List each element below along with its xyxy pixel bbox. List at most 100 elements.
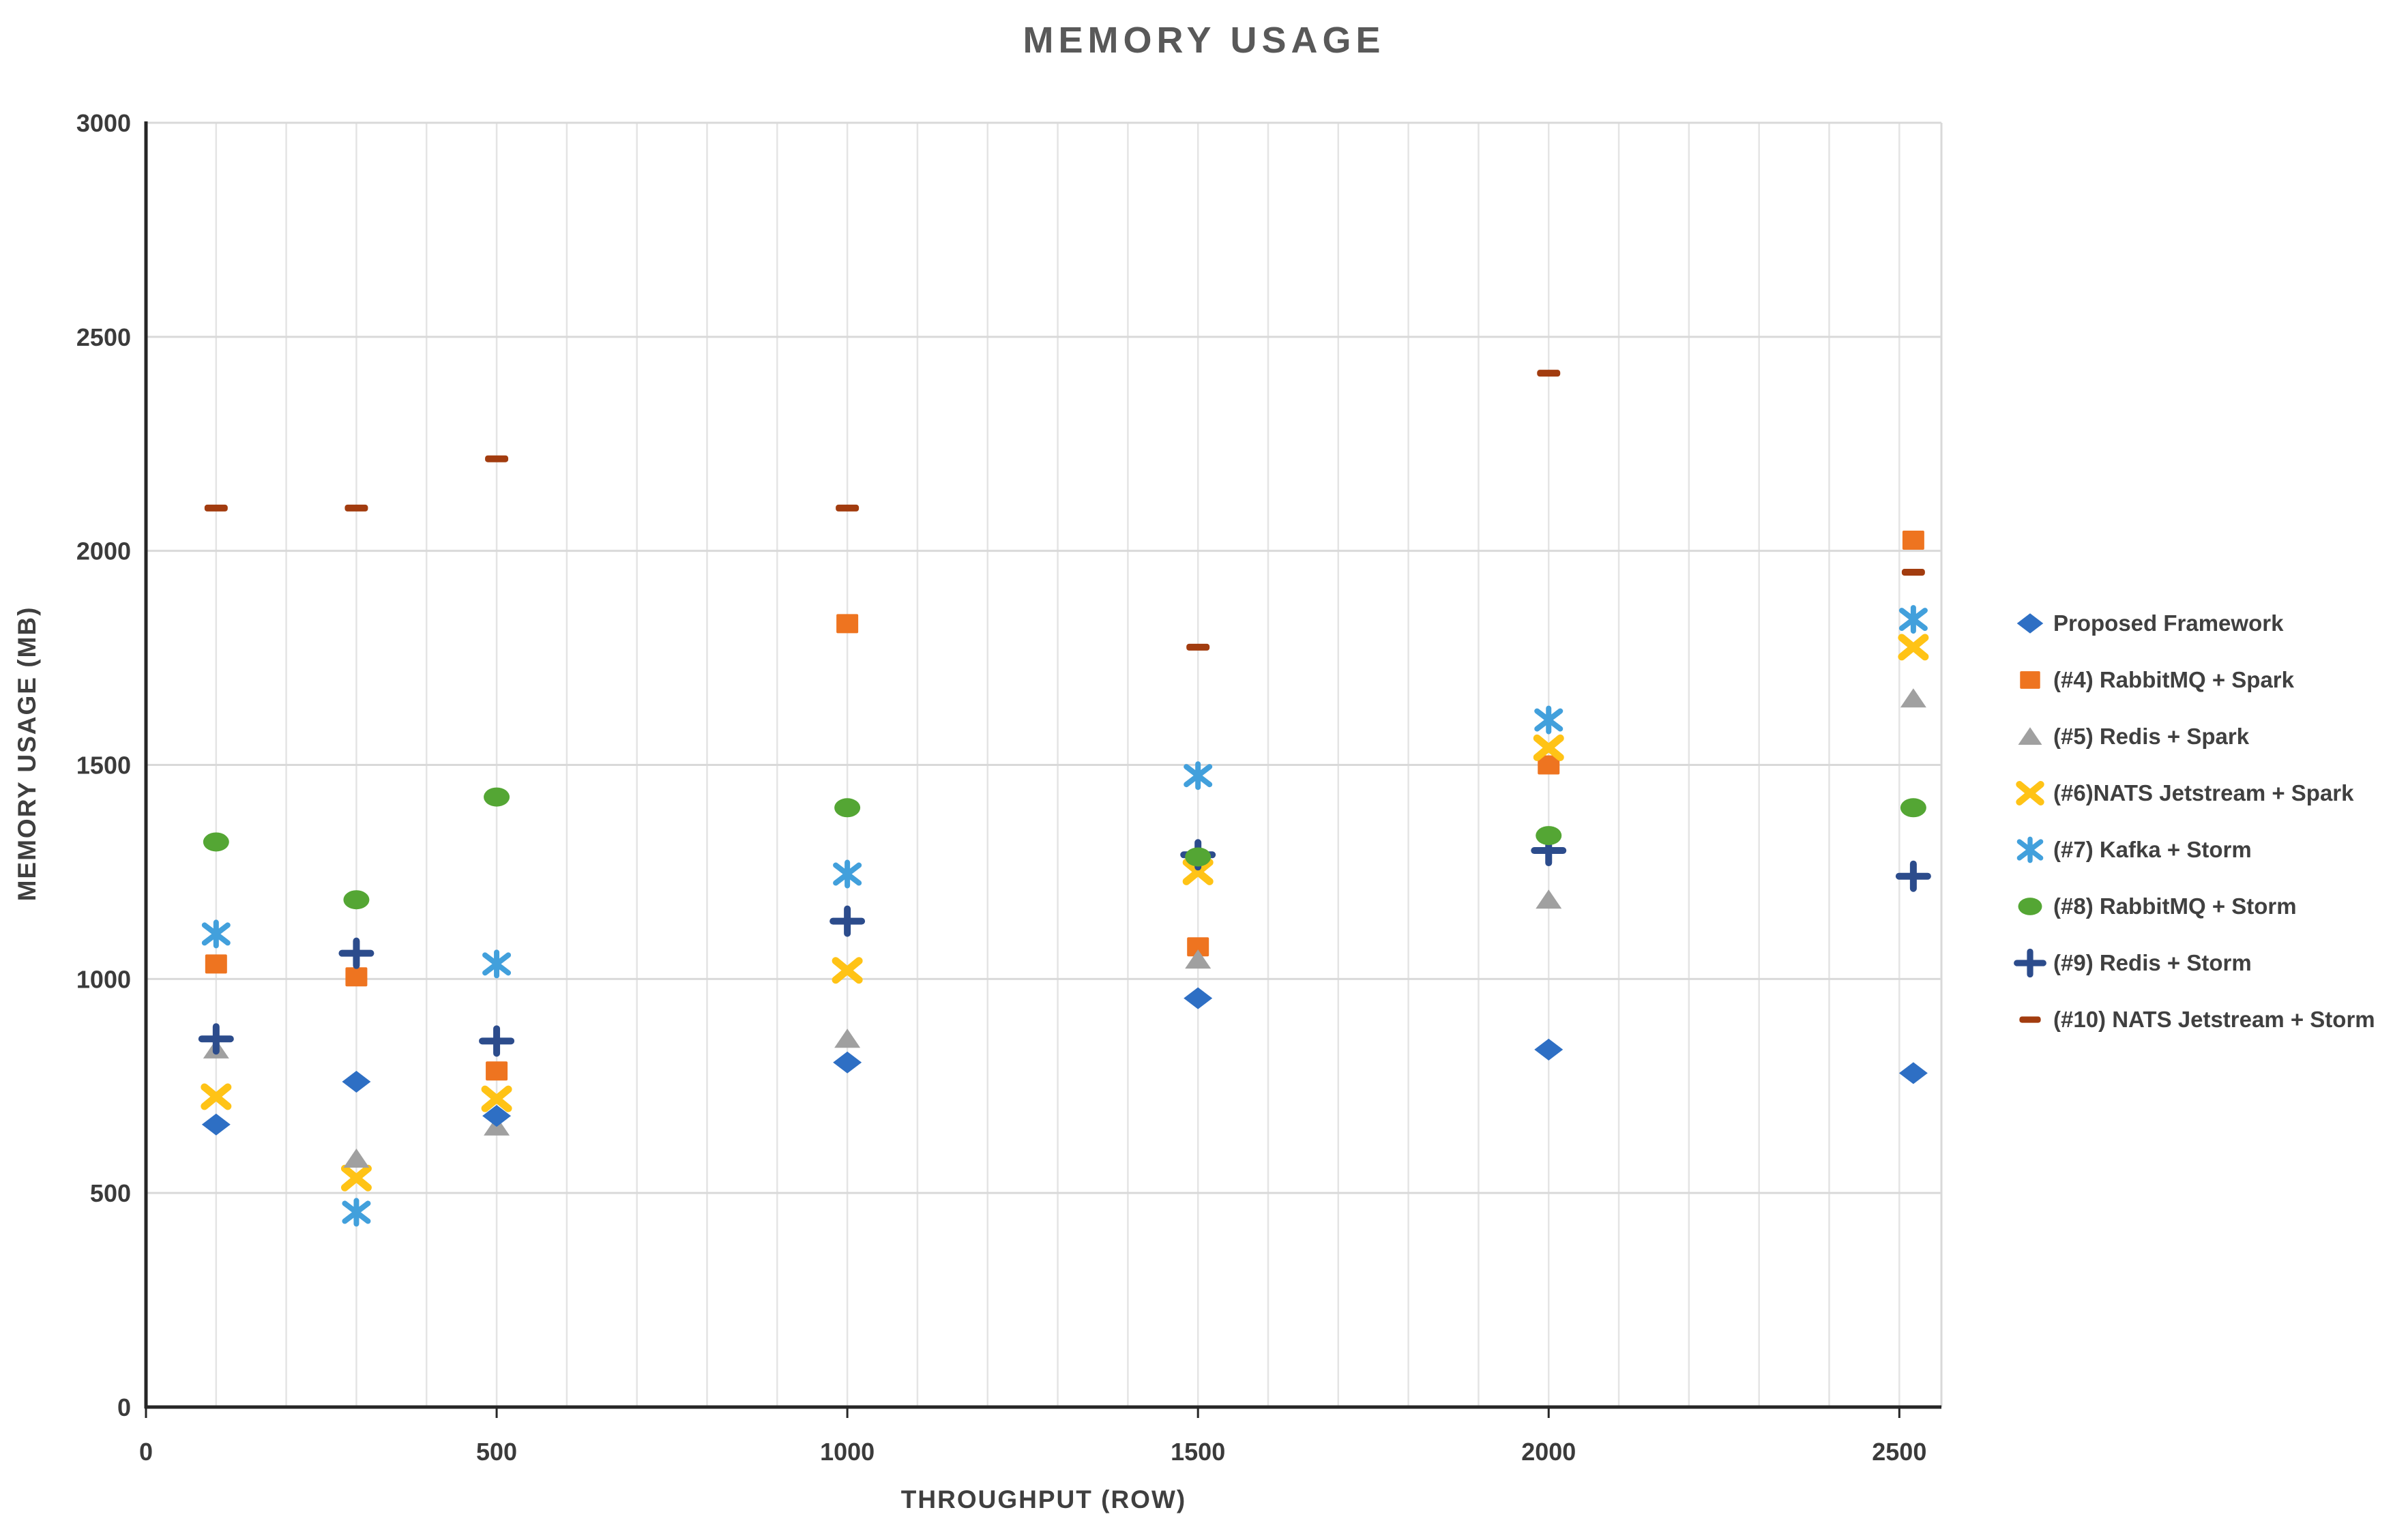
legend-item: (#7) Kafka + Storm [2014, 821, 2375, 878]
dash-marker-icon [344, 504, 368, 512]
dash-marker-icon [1537, 370, 1561, 377]
circle-marker-icon [834, 798, 861, 818]
plus-marker-icon [2014, 948, 2046, 977]
plus-marker-icon [338, 937, 375, 969]
plus-marker-icon [1895, 860, 1931, 892]
dash-marker-icon [204, 504, 228, 512]
series-triangle [203, 688, 1926, 1168]
legend-label: (#9) Redis + Storm [2053, 949, 2252, 975]
square-marker-icon [486, 1061, 508, 1081]
legend-item: (#4) RabbitMQ + Spark [2014, 651, 2375, 708]
diamond-marker-icon [482, 1105, 512, 1127]
asterisk-marker-icon [833, 859, 862, 889]
dash-marker-icon [836, 504, 860, 512]
y-tick-label: 2000 [76, 537, 131, 565]
asterisk-marker-icon [1184, 761, 1213, 790]
square-marker-icon [1538, 755, 1560, 775]
series-circle [203, 787, 1926, 910]
legend-triangle-icon [2018, 726, 2042, 745]
dash-marker-icon [1186, 643, 1210, 651]
legend-plus-icon [2014, 948, 2046, 977]
triangle-marker-icon [2018, 726, 2042, 745]
series-dash [204, 370, 1925, 651]
legend-label: Proposed Framework [2053, 610, 2284, 636]
y-axis-title: MEMORY USAGE (MB) [13, 606, 41, 902]
y-tick-label: 3000 [76, 109, 131, 137]
diamond-marker-icon [201, 1113, 231, 1136]
legend-label: (#6)NATS Jetstream + Spark [2053, 780, 2354, 805]
triangle-marker-icon [1536, 889, 1562, 909]
legend-square-icon [2020, 670, 2040, 689]
square-marker-icon [836, 614, 859, 634]
x-tick-label: 1000 [820, 1438, 875, 1466]
dash-marker-icon [2019, 1016, 2041, 1023]
series-diamond [201, 987, 1928, 1136]
circle-marker-icon [2018, 897, 2042, 915]
y-tick-label: 0 [117, 1393, 131, 1421]
legend-item: (#9) Redis + Storm [2014, 934, 2375, 991]
triangle-marker-icon [1185, 949, 1212, 969]
y-tick-label: 500 [90, 1179, 131, 1207]
legend-diamond-icon [2016, 612, 2044, 634]
square-marker-icon [2020, 670, 2040, 689]
legend-x-icon [2016, 780, 2044, 805]
plus-marker-icon [829, 905, 866, 937]
asterisk-marker-icon [1534, 705, 1563, 735]
asterisk-marker-icon [482, 949, 512, 979]
legend-item: (#8) RabbitMQ + Storm [2014, 878, 2375, 934]
diamond-marker-icon [342, 1070, 371, 1093]
legend: Proposed Framework (#4) RabbitMQ + Spark (… [2014, 595, 2375, 1048]
x-tick-label: 0 [139, 1438, 153, 1466]
diamond-marker-icon [1898, 1062, 1928, 1084]
series-square [205, 530, 1924, 1081]
legend-label: (#7) Kafka + Storm [2053, 836, 2252, 862]
x-tick-label: 2500 [1872, 1438, 1926, 1466]
plus-marker-icon [479, 1025, 515, 1057]
legend-item: (#10) NATS Jetstream + Storm [2014, 991, 2375, 1048]
x-tick-label: 500 [476, 1438, 517, 1466]
diamond-marker-icon [1534, 1038, 1563, 1061]
x-marker-icon [481, 1085, 512, 1112]
triangle-marker-icon [834, 1029, 861, 1048]
asterisk-marker-icon [1898, 605, 1928, 634]
y-tick-label: 1000 [76, 965, 131, 993]
square-marker-icon [205, 954, 227, 974]
diamond-marker-icon [2016, 612, 2044, 634]
triangle-marker-icon [1900, 688, 1926, 708]
circle-marker-icon [1900, 798, 1926, 818]
legend-circle-icon [2018, 897, 2042, 915]
plus-marker-icon [198, 1023, 234, 1055]
legend-dash-icon [2019, 1016, 2041, 1023]
circle-marker-icon [203, 832, 229, 852]
x-marker-icon [340, 1164, 372, 1192]
legend-label: (#5) Redis + Spark [2053, 723, 2250, 749]
series-x [201, 634, 1929, 1192]
square-marker-icon [1187, 937, 1209, 957]
x-axis-title: THROUGHPUT (ROW) [900, 1485, 1187, 1513]
legend-label: (#8) RabbitMQ + Storm [2053, 893, 2297, 919]
x-tick-label: 1500 [1171, 1438, 1225, 1466]
asterisk-marker-icon [201, 919, 231, 949]
circle-marker-icon [1536, 826, 1562, 846]
x-tick-label: 2000 [1521, 1438, 1576, 1466]
x-marker-icon [1533, 734, 1564, 761]
asterisk-marker-icon [2016, 836, 2044, 863]
legend-item: (#6)NATS Jetstream + Spark [2014, 765, 2375, 821]
diamond-marker-icon [1184, 987, 1213, 1009]
legend-item: Proposed Framework [2014, 595, 2375, 651]
square-marker-icon [1902, 530, 1924, 550]
triangle-marker-icon [343, 1148, 370, 1168]
legend-label: (#4) RabbitMQ + Spark [2053, 666, 2294, 692]
dash-marker-icon [1901, 569, 1925, 576]
x-marker-icon [1182, 858, 1214, 885]
square-marker-icon [345, 967, 368, 987]
chart-title: MEMORY USAGE [1023, 20, 1385, 61]
x-marker-icon [2016, 780, 2044, 805]
x-marker-icon [832, 957, 863, 984]
y-tick-label: 1500 [76, 752, 131, 780]
circle-marker-icon [343, 890, 370, 910]
series-asterisk [201, 605, 1928, 1227]
y-tick-label: 2500 [76, 323, 131, 351]
x-marker-icon [1898, 634, 1929, 661]
